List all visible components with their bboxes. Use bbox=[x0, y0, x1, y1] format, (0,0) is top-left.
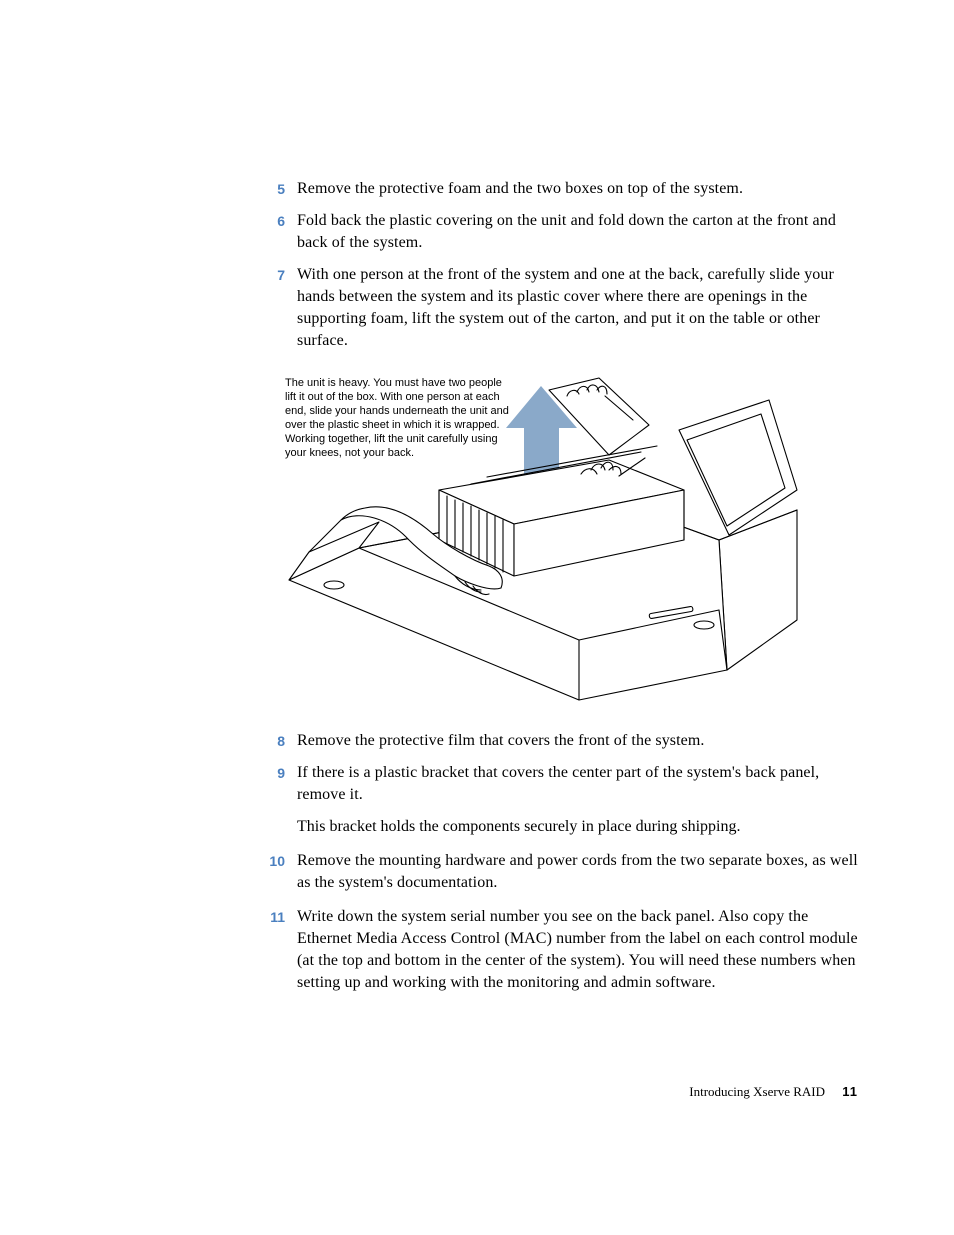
step-9: 9 If there is a plastic bracket that cov… bbox=[251, 762, 860, 806]
step-5-number: 5 bbox=[251, 178, 297, 200]
step-10-text: Remove the mounting hardware and power c… bbox=[297, 850, 860, 894]
step-11: 11 Write down the system serial number y… bbox=[251, 906, 860, 994]
step-9-continuation: This bracket holds the components secure… bbox=[297, 816, 860, 838]
figure: The unit is heavy. You must have two peo… bbox=[249, 370, 809, 710]
step-11-text: Write down the system serial number you … bbox=[297, 906, 860, 994]
footer-page-number: 11 bbox=[842, 1084, 858, 1099]
figure-illustration bbox=[249, 370, 809, 710]
step-9-number: 9 bbox=[251, 762, 297, 784]
step-5-text: Remove the protective foam and the two b… bbox=[297, 178, 860, 200]
step-8-text: Remove the protective film that covers t… bbox=[297, 730, 860, 752]
step-7-text: With one person at the front of the syst… bbox=[297, 264, 860, 352]
step-10-number: 10 bbox=[251, 850, 297, 872]
step-11-number: 11 bbox=[251, 906, 297, 928]
step-6-text: Fold back the plastic covering on the un… bbox=[297, 210, 860, 254]
step-6-number: 6 bbox=[251, 210, 297, 232]
step-8-number: 8 bbox=[251, 730, 297, 752]
page: 5 Remove the protective foam and the two… bbox=[0, 0, 954, 1235]
footer-title: Introducing Xserve RAID bbox=[689, 1084, 825, 1099]
page-footer: Introducing Xserve RAID 11 bbox=[689, 1084, 858, 1100]
step-8: 8 Remove the protective film that covers… bbox=[251, 730, 860, 752]
step-7-number: 7 bbox=[251, 264, 297, 286]
step-10: 10 Remove the mounting hardware and powe… bbox=[251, 850, 860, 894]
step-6: 6 Fold back the plastic covering on the … bbox=[251, 210, 860, 254]
content-column: 5 Remove the protective foam and the two… bbox=[251, 178, 860, 1004]
step-7: 7 With one person at the front of the sy… bbox=[251, 264, 860, 352]
step-9-text: If there is a plastic bracket that cover… bbox=[297, 762, 860, 806]
step-5: 5 Remove the protective foam and the two… bbox=[251, 178, 860, 200]
